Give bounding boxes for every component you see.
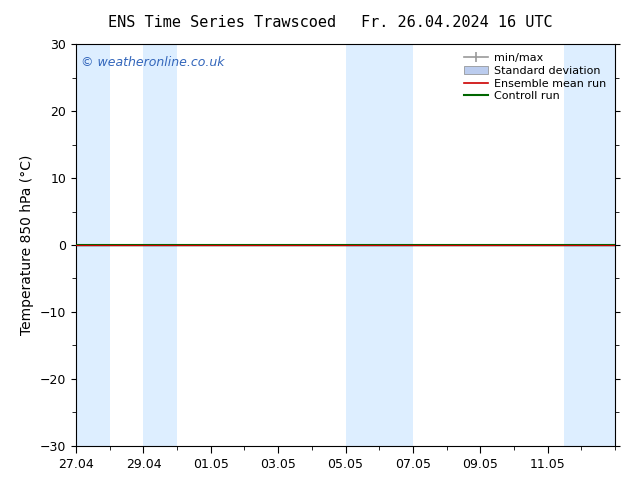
Y-axis label: Temperature 850 hPa (°C): Temperature 850 hPa (°C): [20, 155, 34, 335]
Text: © weatheronline.co.uk: © weatheronline.co.uk: [81, 56, 225, 69]
Legend: min/max, Standard deviation, Ensemble mean run, Controll run: min/max, Standard deviation, Ensemble me…: [460, 49, 609, 105]
Bar: [564, 44, 615, 446]
Text: Fr. 26.04.2024 16 UTC: Fr. 26.04.2024 16 UTC: [361, 15, 552, 30]
Text: ENS Time Series Trawscoed: ENS Time Series Trawscoed: [108, 15, 336, 30]
Bar: [76, 44, 110, 446]
Bar: [143, 44, 177, 446]
Bar: [346, 44, 413, 446]
